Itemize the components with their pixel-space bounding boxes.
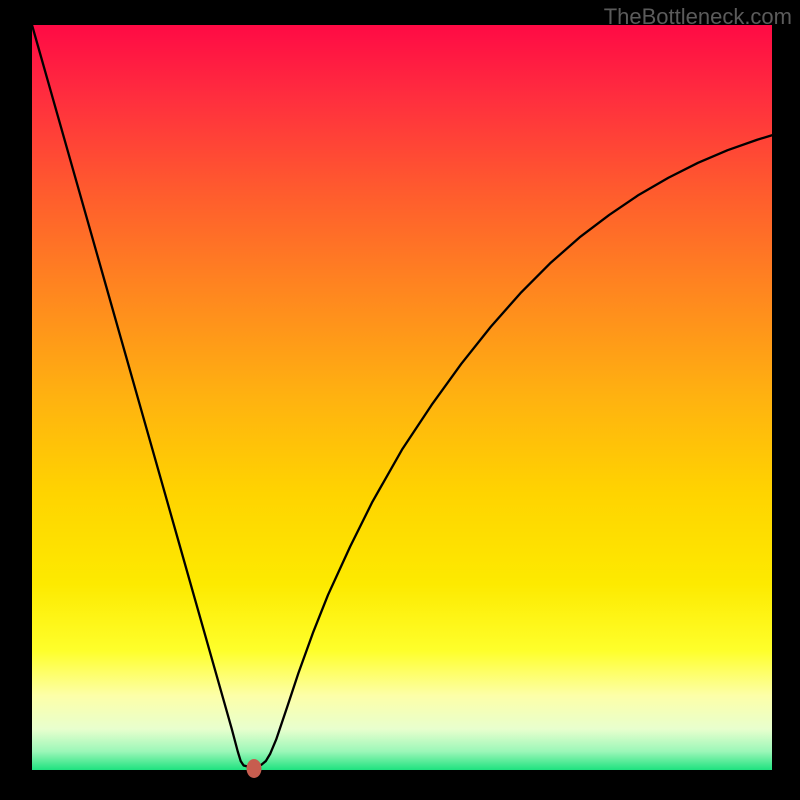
optimal-point-marker xyxy=(247,759,262,778)
watermark-text: TheBottleneck.com xyxy=(604,4,792,30)
chart-svg xyxy=(0,0,800,800)
plot-area xyxy=(32,25,772,770)
chart-stage: TheBottleneck.com xyxy=(0,0,800,800)
